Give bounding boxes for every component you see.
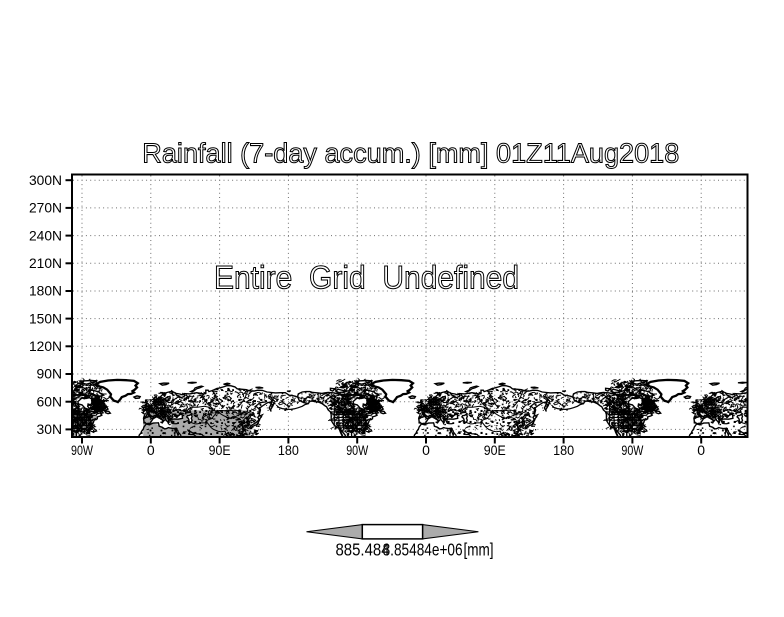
svg-text:90N: 90N bbox=[37, 366, 63, 382]
svg-text:0: 0 bbox=[147, 442, 155, 458]
svg-text:210N: 210N bbox=[29, 255, 62, 271]
svg-text:Entire Grid Undefined: Entire Grid Undefined bbox=[214, 259, 519, 295]
svg-text:180: 180 bbox=[553, 442, 574, 458]
svg-text:180: 180 bbox=[278, 442, 299, 458]
svg-text:90W: 90W bbox=[71, 442, 94, 458]
svg-text:120N: 120N bbox=[29, 338, 62, 354]
svg-text:240N: 240N bbox=[29, 227, 62, 243]
svg-text:180N: 180N bbox=[29, 283, 62, 299]
svg-text:[mm]: [mm] bbox=[464, 540, 494, 560]
svg-text:90W: 90W bbox=[346, 442, 369, 458]
svg-text:0: 0 bbox=[422, 442, 430, 458]
svg-text:0: 0 bbox=[697, 442, 705, 458]
svg-text:60N: 60N bbox=[37, 393, 63, 409]
svg-text:90E: 90E bbox=[484, 442, 506, 458]
svg-text:150N: 150N bbox=[29, 310, 62, 326]
svg-text:30N: 30N bbox=[37, 421, 63, 437]
svg-text:8.85484e+06: 8.85484e+06 bbox=[383, 540, 463, 560]
svg-text:Rainfall (7-day accum.) [mm] 0: Rainfall (7-day accum.) [mm] 01Z11Aug201… bbox=[142, 137, 679, 169]
svg-text:270N: 270N bbox=[29, 200, 62, 216]
svg-text:90E: 90E bbox=[209, 442, 231, 458]
svg-text:300N: 300N bbox=[29, 172, 62, 188]
svg-text:90W: 90W bbox=[621, 442, 644, 458]
svg-text:885.484: 885.484 bbox=[336, 540, 390, 560]
